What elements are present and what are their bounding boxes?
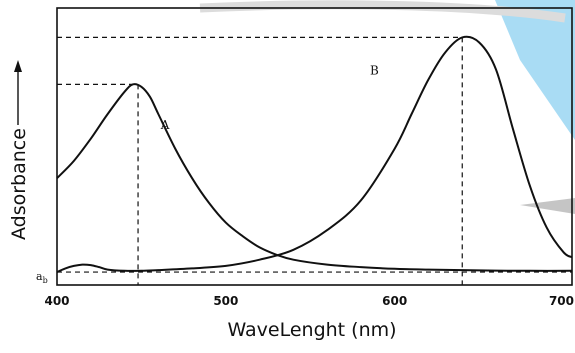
curve-label-a: A <box>160 118 170 132</box>
x-tick-labels: 400 500 600 700 <box>44 294 574 308</box>
y-axis-title: Adsorbance <box>8 60 30 240</box>
background-decoration <box>199 0 575 214</box>
x-tick-500: 500 <box>213 294 238 308</box>
decor-blue-shape <box>495 0 575 140</box>
series-line-a <box>56 83 573 272</box>
peak-guides <box>57 36 572 285</box>
x-axis-label: WaveLenght (nm) <box>227 319 396 341</box>
curves <box>56 35 573 273</box>
x-tick-700: 700 <box>549 294 574 308</box>
plot-frame <box>56 7 573 286</box>
curve-label-b: B <box>370 63 379 77</box>
decor-gray-wedge <box>520 198 575 214</box>
y-axis-label: Adsorbance <box>8 128 30 240</box>
decor-gray-arc <box>199 0 566 23</box>
curve-labels: AB <box>160 63 379 131</box>
series-line-b <box>56 35 573 273</box>
y-axis-arrow-head <box>14 60 22 72</box>
x-tick-600: 600 <box>382 294 407 308</box>
baseline-label: ab <box>36 270 48 285</box>
x-tick-400: 400 <box>44 294 69 308</box>
